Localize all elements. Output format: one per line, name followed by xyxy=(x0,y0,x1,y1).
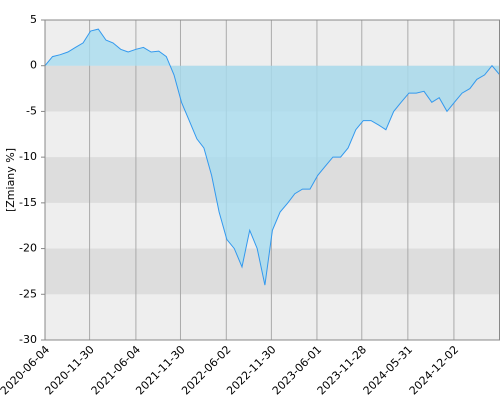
y-tick-label: -30 xyxy=(19,333,37,346)
y-axis-label: [Zmiany %] xyxy=(4,148,17,212)
area-fill xyxy=(45,29,500,286)
y-tick-label: -5 xyxy=(26,104,37,117)
y-tick-label: -20 xyxy=(19,242,37,255)
y-tick-label: -25 xyxy=(19,287,37,300)
x-tick-label: 2024-12-02 xyxy=(407,343,461,397)
y-tick-label: 5 xyxy=(30,13,37,26)
y-tick-label: -10 xyxy=(19,150,37,163)
line xyxy=(44,28,500,286)
grid-band xyxy=(45,248,500,295)
y-tick-label: 0 xyxy=(30,59,37,72)
y-tick-label: -15 xyxy=(19,196,37,209)
